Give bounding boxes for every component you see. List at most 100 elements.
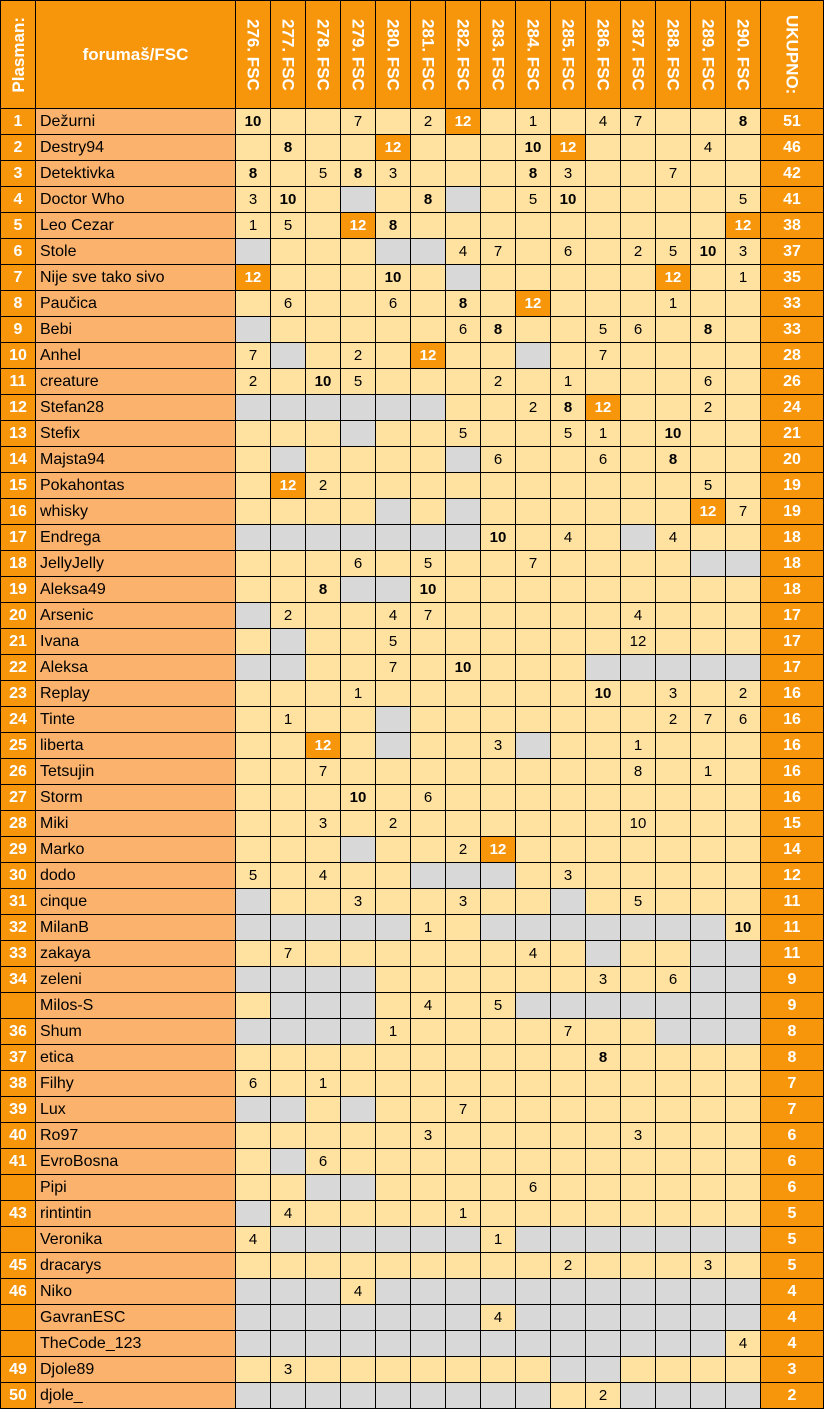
- score-cell: [445, 576, 481, 603]
- score-cell: [725, 290, 761, 317]
- score-cell: [725, 316, 761, 343]
- score-cell: [340, 394, 376, 421]
- score-cell: [270, 914, 306, 941]
- forum-user-name: TheCode_123: [35, 1330, 236, 1357]
- score-cell: [550, 1382, 586, 1409]
- rank-cell: 23: [0, 680, 36, 707]
- score-cell: [375, 1148, 411, 1175]
- score-cell: [235, 706, 271, 733]
- table-row: 10 Anhel 7 2 12 7 28: [0, 342, 824, 369]
- forum-user-name: GavranESC: [35, 1304, 236, 1331]
- score-cell: [445, 1252, 481, 1279]
- score-cell: [550, 966, 586, 993]
- score-cell: [340, 1148, 376, 1175]
- score-cell: [375, 836, 411, 863]
- score-cell: [270, 342, 306, 369]
- score-cell: [375, 914, 411, 941]
- table-row: 15 Pokahontas 12 2 5 19: [0, 472, 824, 499]
- score-cell: 10: [375, 264, 411, 291]
- score-cell: [235, 1174, 271, 1201]
- score-cell: [235, 810, 271, 837]
- score-cell: [515, 654, 551, 681]
- rank-cell: 31: [0, 888, 36, 915]
- score-cell: 10: [515, 134, 551, 161]
- score-cell: [725, 992, 761, 1019]
- score-cell: [305, 1278, 341, 1305]
- score-cell: [655, 368, 691, 395]
- total-cell: 35: [760, 264, 824, 291]
- score-cell: [515, 1278, 551, 1305]
- score-cell: 7: [445, 1096, 481, 1123]
- forum-user-name: Niko: [35, 1278, 236, 1305]
- score-cell: [620, 264, 656, 291]
- fsc-column-header: 288. FSC: [655, 0, 691, 109]
- score-cell: [480, 1278, 516, 1305]
- score-cell: [235, 654, 271, 681]
- score-cell: [690, 186, 726, 213]
- score-cell: [270, 1304, 306, 1331]
- score-cell: [655, 836, 691, 863]
- score-cell: [340, 472, 376, 499]
- total-cell: 7: [760, 1096, 824, 1123]
- score-cell: [515, 992, 551, 1019]
- score-cell: [550, 888, 586, 915]
- total-cell: 14: [760, 836, 824, 863]
- score-cell: [235, 1148, 271, 1175]
- score-cell: [550, 680, 586, 707]
- score-cell: [585, 1018, 621, 1045]
- fsc-column-header: 284. FSC: [515, 0, 551, 109]
- table-row: 6 Stole 4 7 6 2 5 10 3 37: [0, 238, 824, 265]
- table-row: 49 Djole89 3 3: [0, 1356, 824, 1383]
- score-cell: [235, 290, 271, 317]
- score-cell: [655, 342, 691, 369]
- score-cell: 4: [235, 1226, 271, 1253]
- score-cell: [690, 654, 726, 681]
- score-cell: [725, 628, 761, 655]
- score-cell: [270, 836, 306, 863]
- score-cell: 5: [375, 628, 411, 655]
- score-cell: 8: [270, 134, 306, 161]
- forum-user-name: Doctor Who: [35, 186, 236, 213]
- score-cell: [620, 1330, 656, 1357]
- score-cell: 10: [725, 914, 761, 941]
- score-cell: [445, 992, 481, 1019]
- score-cell: [725, 758, 761, 785]
- score-cell: [410, 1096, 446, 1123]
- score-cell: [445, 342, 481, 369]
- score-cell: [410, 1200, 446, 1227]
- score-cell: [270, 420, 306, 447]
- table-row: 20 Arsenic 2 4 7 4 17: [0, 602, 824, 629]
- rank-cell: 45: [0, 1252, 36, 1279]
- score-cell: [445, 186, 481, 213]
- score-cell: [305, 914, 341, 941]
- score-cell: 2: [550, 1252, 586, 1279]
- score-cell: [725, 1252, 761, 1279]
- score-cell: [340, 1226, 376, 1253]
- score-cell: [690, 862, 726, 889]
- score-cell: [270, 992, 306, 1019]
- score-cell: 3: [655, 680, 691, 707]
- score-cell: [620, 680, 656, 707]
- header-row: Plasman: forumaš/FSC 276. FSC 277. FSC 278…: [0, 0, 824, 109]
- score-cell: [270, 316, 306, 343]
- rank-cell: 9: [0, 316, 36, 343]
- score-cell: [480, 1148, 516, 1175]
- score-cell: 4: [410, 992, 446, 1019]
- forum-user-name: Filhy: [35, 1070, 236, 1097]
- score-cell: 7: [340, 108, 376, 135]
- score-cell: [655, 784, 691, 811]
- score-cell: [340, 1174, 376, 1201]
- score-cell: 7: [410, 602, 446, 629]
- rank-cell: 41: [0, 1148, 36, 1175]
- score-cell: [375, 1174, 411, 1201]
- score-cell: [690, 108, 726, 135]
- score-cell: [235, 1096, 271, 1123]
- table-row: Pipi 6 6: [0, 1174, 824, 1201]
- score-cell: 1: [445, 1200, 481, 1227]
- score-cell: [690, 212, 726, 239]
- score-cell: [305, 446, 341, 473]
- score-cell: 1: [270, 706, 306, 733]
- score-cell: 3: [585, 966, 621, 993]
- score-cell: [585, 1070, 621, 1097]
- rank-cell: 43: [0, 1200, 36, 1227]
